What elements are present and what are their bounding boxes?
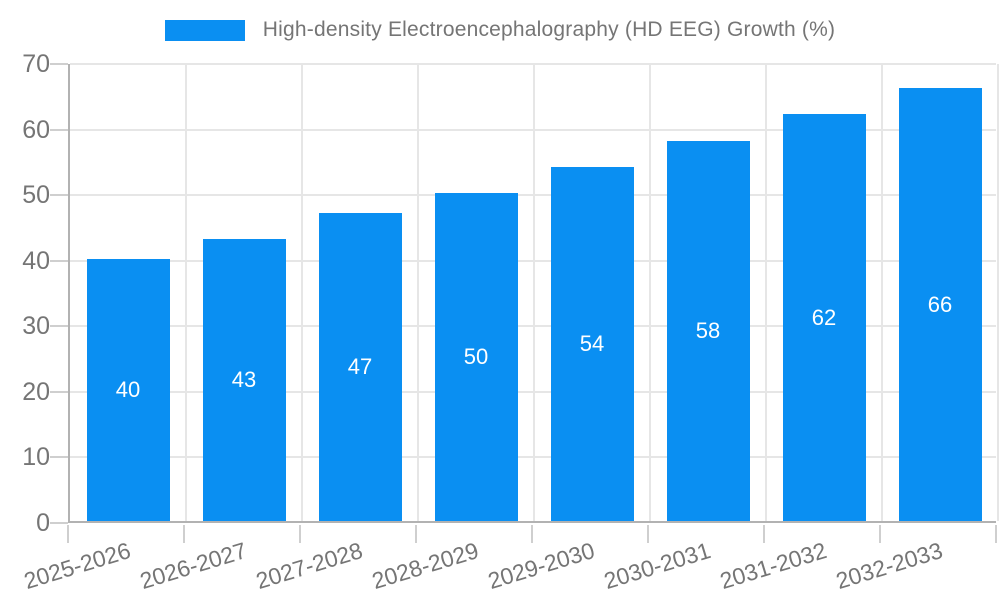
x-axis-label: 2032-2033	[832, 537, 946, 595]
x-gridline	[533, 64, 535, 521]
y-axis-label: 30	[22, 312, 50, 341]
bar-2032-2033: 66	[898, 88, 982, 521]
y-axis-label: 20	[22, 377, 50, 406]
y-axis-tick	[50, 522, 68, 524]
legend-label: High-density Electroencephalography (HD …	[262, 18, 836, 41]
x-gridline	[417, 64, 419, 521]
y-axis-tick	[50, 63, 68, 65]
bar-value-label: 50	[463, 344, 489, 370]
bar-value-label: 58	[695, 317, 721, 343]
y-axis-label: 0	[36, 509, 50, 537]
x-axis-tick	[879, 525, 881, 543]
x-axis-tick	[531, 525, 533, 543]
bar-value-label: 43	[231, 367, 257, 393]
y-axis-label: 40	[22, 246, 50, 275]
y-axis-label: 10	[22, 443, 50, 472]
x-axis-tick	[763, 525, 765, 543]
x-axis-tick	[647, 525, 649, 543]
x-gridline	[881, 64, 883, 521]
bar-2029-2030: 54	[550, 166, 634, 521]
y-axis-tick	[50, 325, 68, 328]
x-axis-label: 2026-2027	[136, 537, 250, 595]
x-axis-tick	[995, 525, 997, 543]
bar-value-label: 54	[579, 330, 605, 356]
x-axis-tick	[299, 525, 301, 543]
y-axis-label: 70	[22, 50, 50, 78]
legend-swatch	[164, 19, 245, 41]
x-axis-label: 2029-2030	[484, 537, 598, 595]
x-axis-tick	[183, 525, 185, 543]
bar-value-label: 62	[811, 304, 837, 330]
bar-value-label: 66	[927, 291, 953, 317]
bar-value-label: 47	[347, 353, 373, 379]
x-gridline	[301, 64, 303, 521]
legend-item[interactable]: High-density Electroencephalography (HD …	[164, 18, 836, 42]
plot-area: 40 43 47 50 54 58 62 66	[68, 63, 999, 523]
x-axis-label: 2027-2028	[252, 537, 366, 595]
x-gridline	[765, 64, 767, 521]
x-axis-label: 2028-2029	[368, 537, 482, 595]
bar-2027-2028: 47	[318, 212, 402, 521]
legend: High-density Electroencephalography (HD …	[0, 18, 1000, 42]
y-axis-tick	[50, 259, 68, 262]
y-axis-tick	[50, 194, 68, 197]
y-axis-tick	[50, 390, 68, 393]
y-axis-label: 50	[22, 181, 50, 210]
x-axis-tick	[415, 525, 417, 543]
x-axis-tick	[67, 525, 69, 543]
y-axis-tick	[50, 456, 68, 459]
x-axis-label: 2025-2026	[20, 537, 134, 595]
bar-2028-2029: 50	[434, 193, 518, 521]
bar-value-label: 40	[115, 376, 141, 402]
bar-2025-2026: 40	[86, 258, 170, 521]
bar-2031-2032: 62	[782, 114, 866, 521]
x-gridline	[185, 64, 187, 521]
x-gridline	[997, 64, 999, 521]
x-gridline	[649, 64, 651, 521]
bar-2030-2031: 58	[666, 140, 750, 521]
y-axis-label: 60	[22, 115, 50, 144]
y-axis-tick	[50, 128, 68, 131]
bar-2026-2027: 43	[202, 239, 286, 521]
x-axis-label: 2031-2032	[716, 537, 830, 595]
x-axis-label: 2030-2031	[600, 537, 714, 595]
